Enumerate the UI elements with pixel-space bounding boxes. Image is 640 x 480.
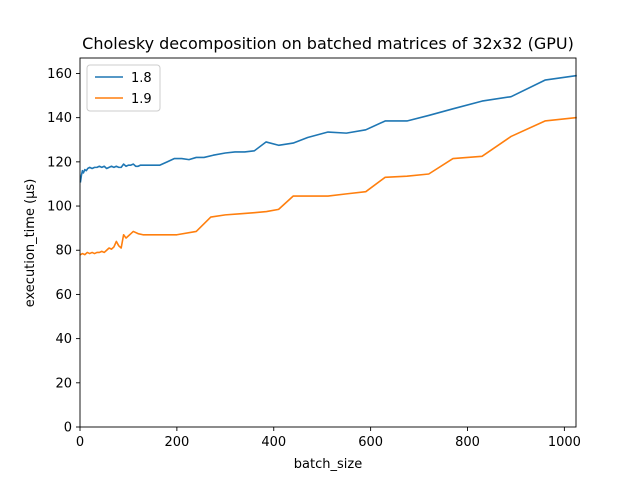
series-line-1-9 <box>79 116 577 256</box>
axes-layer: 0 200 400 600 800 1000 0 20 40 60 80 100 120 140 160 <box>47 57 581 450</box>
x-tick-label: 200 <box>164 435 189 450</box>
x-axis-label: batch_size <box>294 457 362 472</box>
y-tick-label: 40 <box>55 332 72 347</box>
y-tick-label: 140 <box>47 111 72 126</box>
legend-label-1-8: 1.8 <box>131 71 152 86</box>
y-tick-label: 0 <box>64 421 72 436</box>
y-tick-label: 20 <box>55 376 72 391</box>
series-layer <box>79 74 577 256</box>
x-tick-label: 1000 <box>548 435 581 450</box>
y-axis-label: execution_time (µs) <box>23 179 38 308</box>
x-tick-label: 800 <box>455 435 480 450</box>
series-line-1-8 <box>79 74 577 183</box>
x-tick-label: 400 <box>261 435 286 450</box>
x-tick-label: 600 <box>358 435 383 450</box>
plot-area <box>80 58 576 427</box>
y-tick-label: 60 <box>55 288 72 303</box>
y-tick-label: 120 <box>47 155 72 170</box>
plot-background <box>80 58 576 427</box>
legend: 1.81.9 <box>86 64 161 112</box>
chart-title: Cholesky decomposition on batched matric… <box>82 34 574 53</box>
y-tick-label: 160 <box>47 67 72 82</box>
x-tick-label: 0 <box>76 435 84 450</box>
y-tick-label: 80 <box>55 244 72 259</box>
legend-label-1-9: 1.9 <box>131 92 152 107</box>
y-tick-label: 100 <box>47 200 72 215</box>
axes-frame <box>79 57 577 428</box>
